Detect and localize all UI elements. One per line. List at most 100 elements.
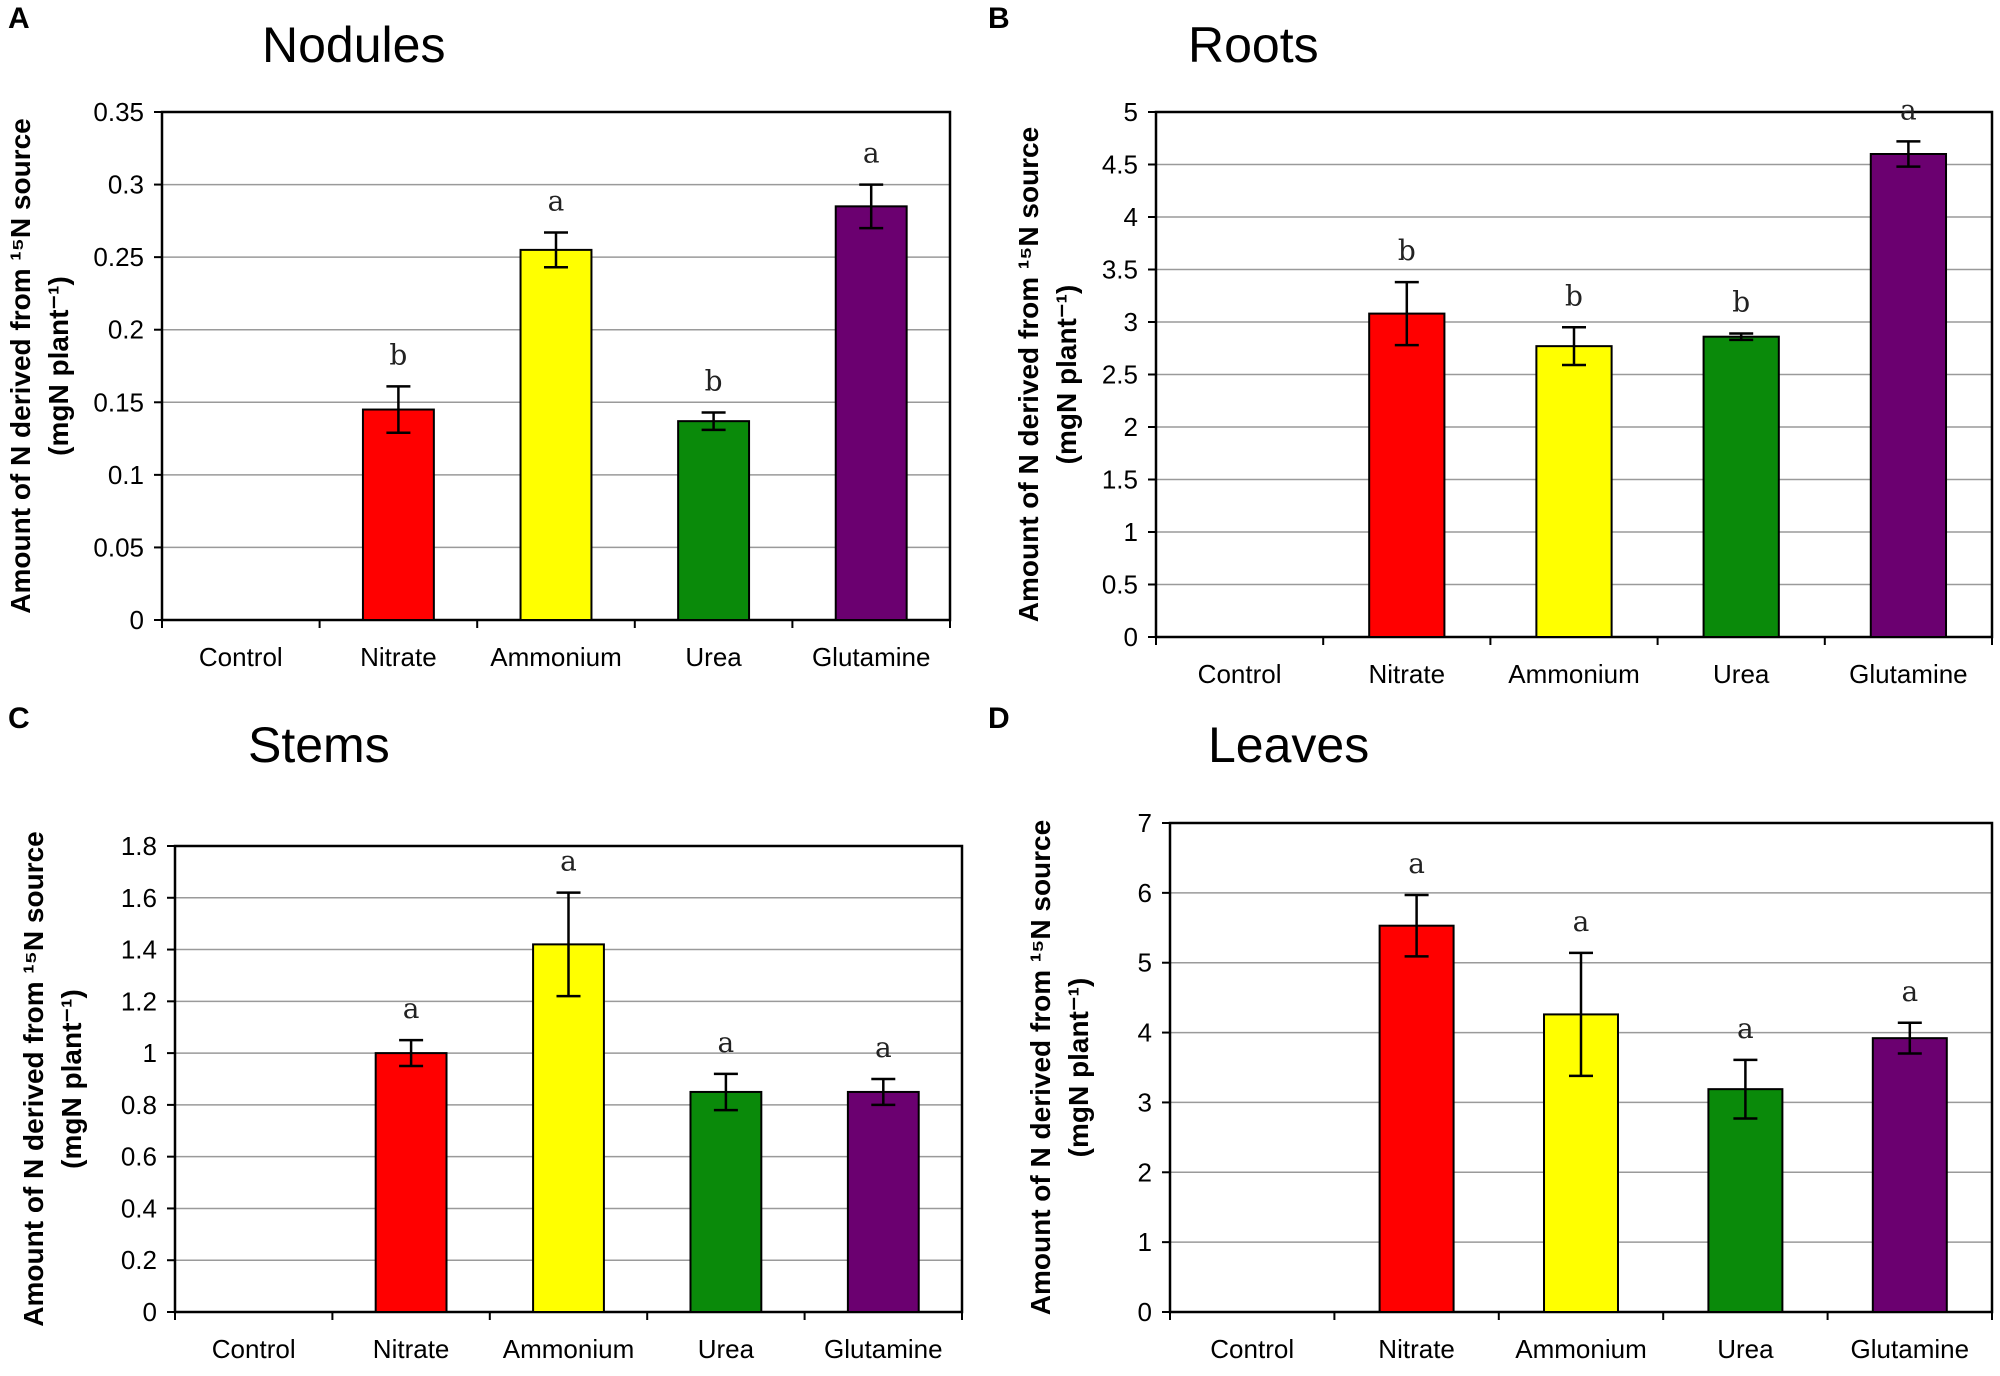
significance-label: a [1573, 905, 1590, 938]
error-bar-glutamine [871, 1077, 896, 1107]
panel-letter: B [988, 2, 1010, 35]
x-category-label: Ammonium [490, 642, 621, 672]
x-category-label: Nitrate [360, 642, 437, 672]
bar-glutamine [1871, 1037, 1948, 1314]
y-tick-label: 2.5 [1102, 360, 1138, 390]
error-bar-ammonium [1562, 326, 1586, 367]
bar-urea [677, 420, 751, 622]
significance-label: b [1732, 286, 1750, 319]
panel-title: Leaves [1208, 717, 1369, 773]
x-category-label: Control [199, 642, 283, 672]
bar-nitrate [361, 408, 435, 621]
significance-label: a [1901, 975, 1918, 1008]
y-tick-label: 0.2 [108, 315, 144, 345]
y-tick-label: 7 [1138, 808, 1152, 838]
bar-glutamine [1869, 153, 1948, 638]
y-tick-label: 0 [143, 1297, 157, 1327]
y-tick-label: 0 [130, 605, 144, 635]
bar-nitrate [1368, 312, 1446, 638]
x-category-label: Glutamine [1851, 1334, 1970, 1364]
y-tick-label: 0.4 [121, 1193, 157, 1223]
y-tick-label: 4 [1138, 1018, 1152, 1048]
y-tick-label: 5 [1138, 948, 1152, 978]
significance-label: a [718, 1026, 735, 1059]
panel-d: D Leaves 0 1 2 3 4 5 6 7 Control a Nitrate a Ammonium a… [988, 702, 1994, 1364]
x-category-label: Glutamine [824, 1334, 943, 1364]
x-category-label: Ammonium [503, 1334, 634, 1364]
error-bar-nitrate [1404, 893, 1429, 958]
panel-c: C Stems 0 0.2 0.4 0.6 0.8 1 1.2 1.4 1.6 1.8 Control a… [8, 702, 964, 1364]
y-tick-label: 2 [1138, 1157, 1152, 1187]
panel-title: Stems [248, 717, 390, 773]
x-category-label: Control [1210, 1334, 1294, 1364]
bar-urea [1707, 1088, 1784, 1314]
y-tick-label: 6 [1138, 878, 1152, 908]
y-axis-label: Amount of N derived from ¹⁵N source [5, 118, 36, 613]
bar-glutamine [846, 1090, 920, 1314]
y-tick-label: 1 [1124, 517, 1138, 547]
panel-title: Nodules [262, 17, 445, 73]
panel-letter: D [988, 702, 1010, 735]
x-category-label: Nitrate [373, 1334, 450, 1364]
bar-urea [689, 1090, 763, 1314]
error-bar-urea [713, 1072, 738, 1112]
y-tick-label: 0.05 [93, 532, 144, 562]
x-category-label: Ammonium [1508, 659, 1639, 689]
x-category-label: Urea [698, 1334, 755, 1364]
error-bar-glutamine [1897, 1021, 1922, 1055]
y-tick-label: 3.5 [1102, 255, 1138, 285]
error-bar-ammonium [1569, 951, 1593, 1078]
y-axis-unit-label: (mgN plant⁻¹) [56, 989, 87, 1169]
y-tick-label: 1.6 [121, 883, 157, 913]
x-category-label: Control [212, 1334, 296, 1364]
significance-label: a [403, 992, 420, 1025]
y-axis-label: Amount of N derived from ¹⁵N source [18, 831, 49, 1326]
error-bar-nitrate [386, 385, 411, 435]
bar-nitrate [374, 1052, 448, 1313]
error-bar-ammonium [556, 891, 581, 998]
error-bar-urea [701, 411, 726, 432]
x-category-label: Glutamine [1849, 659, 1968, 689]
y-tick-label: 5 [1124, 97, 1138, 127]
y-tick-label: 1 [1138, 1227, 1152, 1257]
panel-letter: A [8, 2, 30, 35]
x-category-label: Urea [1713, 659, 1770, 689]
panel-b: B Roots 0 0.5 1 1.5 2 2.5 3 3.5 4 4.5 5 Control b Nitra… [988, 2, 1994, 689]
y-tick-label: 0.15 [93, 387, 144, 417]
x-category-label: Control [1198, 659, 1282, 689]
x-category-label: Nitrate [1378, 1334, 1455, 1364]
y-tick-label: 0.2 [121, 1245, 157, 1275]
y-tick-label: 0.1 [108, 460, 144, 490]
error-bar-nitrate [399, 1038, 424, 1068]
y-axis-unit-label: (mgN plant⁻¹) [1051, 285, 1082, 465]
y-tick-label: 3 [1124, 307, 1138, 337]
error-bar-ammonium [544, 231, 568, 269]
y-tick-label: 1.8 [121, 831, 157, 861]
y-tick-label: 0 [1124, 622, 1138, 652]
y-tick-label: 0.35 [93, 97, 144, 127]
x-category-label: Glutamine [812, 642, 931, 672]
panel-a: A Nodules 0 0.05 0.1 0.15 0.2 0.25 0.3 0.35 Contro… [5, 2, 952, 672]
error-bar-nitrate [1394, 280, 1419, 347]
y-tick-label: 0.25 [93, 242, 144, 272]
error-bar-glutamine [1896, 140, 1921, 168]
y-tick-label: 1.4 [121, 935, 157, 965]
significance-label: a [1408, 847, 1425, 880]
panel-letter: C [8, 702, 30, 735]
y-axis-unit-label: (mgN plant⁻¹) [1063, 978, 1094, 1158]
y-tick-label: 0.6 [121, 1142, 157, 1172]
significance-label: b [1398, 234, 1416, 267]
x-category-label: Nitrate [1369, 659, 1446, 689]
y-tick-label: 2 [1124, 412, 1138, 442]
panel-title: Roots [1188, 17, 1319, 73]
error-bar-urea [1733, 1058, 1758, 1120]
error-bar-glutamine [859, 183, 884, 230]
significance-label: a [548, 184, 565, 217]
y-tick-label: 0.3 [108, 170, 144, 200]
y-tick-label: 1.2 [121, 986, 157, 1016]
y-tick-label: 0 [1138, 1297, 1152, 1327]
significance-label: a [1900, 93, 1917, 126]
y-axis-label: Amount of N derived from ¹⁵N source [1025, 820, 1056, 1315]
y-tick-label: 1 [143, 1038, 157, 1068]
